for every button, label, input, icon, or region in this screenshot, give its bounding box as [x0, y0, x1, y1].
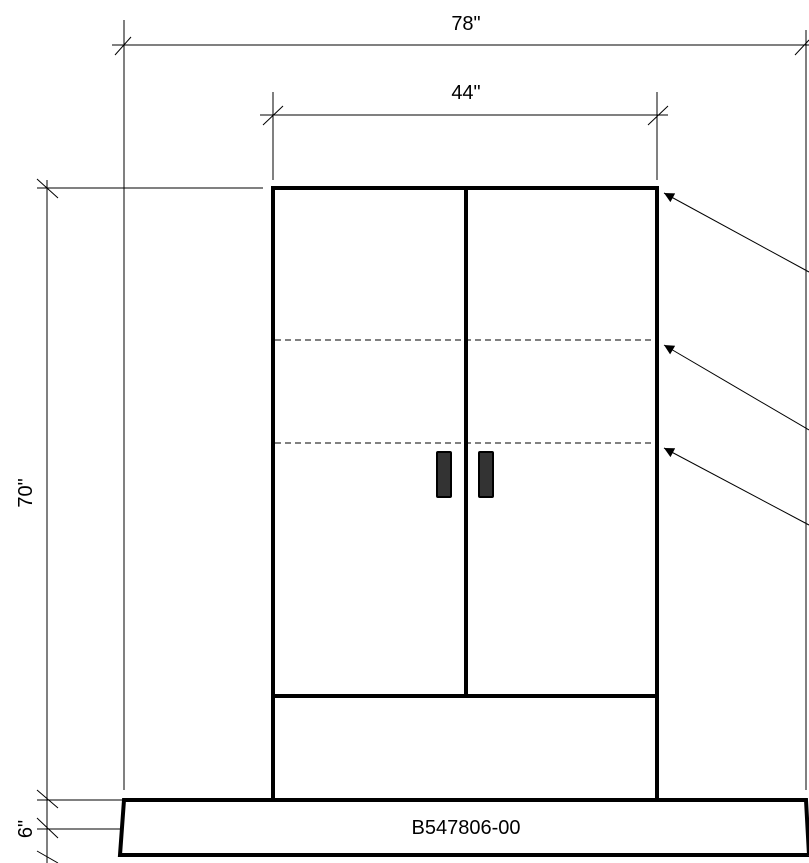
leader-arrow-top: [663, 192, 809, 273]
cabinet-height-label: 70": [15, 478, 37, 507]
leader-arrow-lower-shelf: [663, 447, 809, 526]
base-height-label: 6": [15, 820, 37, 838]
cabinet-width-label: 44": [451, 82, 480, 104]
leader-arrow-upper-shelf: [663, 344, 809, 431]
base-part-number: B547806-00: [412, 817, 521, 839]
cabinet: [271, 186, 659, 802]
overall-width-label: 78": [451, 13, 480, 35]
leader-arrows: [663, 192, 809, 526]
left-door-handle: [436, 451, 452, 498]
cabinet-width-dimension: 44": [260, 82, 669, 180]
cabinet-base: B547806-00: [117, 798, 809, 857]
cabinet-height-dimension: 70" 6": [15, 178, 263, 863]
base-outline: [117, 798, 809, 857]
overall-width-dimension: 78": [112, 13, 809, 790]
right-door-handle: [478, 451, 494, 498]
